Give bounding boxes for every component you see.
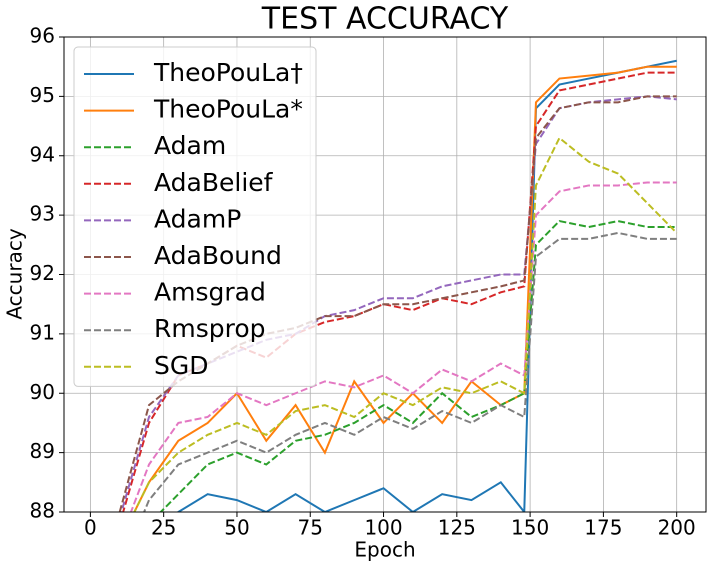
line (133, 136, 678, 512)
y-tick-label: 96 (30, 24, 55, 48)
x-tick-label: 50 (224, 516, 249, 540)
legend-label: AdaBelief (154, 168, 274, 197)
series (175, 59, 677, 512)
x-tick-label: 200 (658, 516, 696, 540)
line (159, 219, 677, 512)
legend-label: SGD (154, 351, 209, 380)
x-tick-label: 0 (84, 516, 97, 540)
chart-title: TEST ACCURACY (261, 2, 509, 37)
legend-label: AdaBound (154, 241, 282, 270)
legend-box (73, 46, 317, 387)
legend-label: TheoPouLa† (153, 58, 303, 87)
y-tick-label: 89 (30, 439, 55, 463)
x-tick-label: 100 (364, 516, 402, 540)
line (143, 231, 677, 512)
x-axis-label: Epoch (354, 538, 415, 562)
y-tick-label: 93 (30, 202, 55, 226)
legend-label: TheoPouLa* (153, 95, 303, 124)
x-tick-label: 75 (298, 516, 323, 540)
y-tick-label: 92 (30, 261, 55, 285)
y-tick-label: 95 (30, 83, 55, 107)
y-axis-label: Accuracy (3, 228, 27, 319)
x-tick-label: 125 (438, 516, 476, 540)
series (143, 231, 677, 512)
y-tick-label: 94 (30, 142, 55, 166)
series (129, 181, 677, 512)
y-tick-label: 90 (30, 380, 55, 404)
series (159, 219, 677, 512)
y-tick-label: 91 (30, 320, 55, 344)
legend-label: AdamP (154, 204, 241, 233)
plot-frame (63, 36, 707, 513)
x-tick-label: 25 (151, 516, 176, 540)
series (133, 136, 678, 512)
legend-label: Amsgrad (154, 278, 266, 307)
line (129, 181, 677, 512)
legend-label: Adam (154, 131, 226, 160)
x-tick-label: 175 (584, 516, 622, 540)
line (175, 59, 677, 512)
y-tick-label: 88 (30, 499, 55, 523)
legend-label: Rmsprop (154, 314, 266, 343)
x-tick-label: 150 (511, 516, 549, 540)
